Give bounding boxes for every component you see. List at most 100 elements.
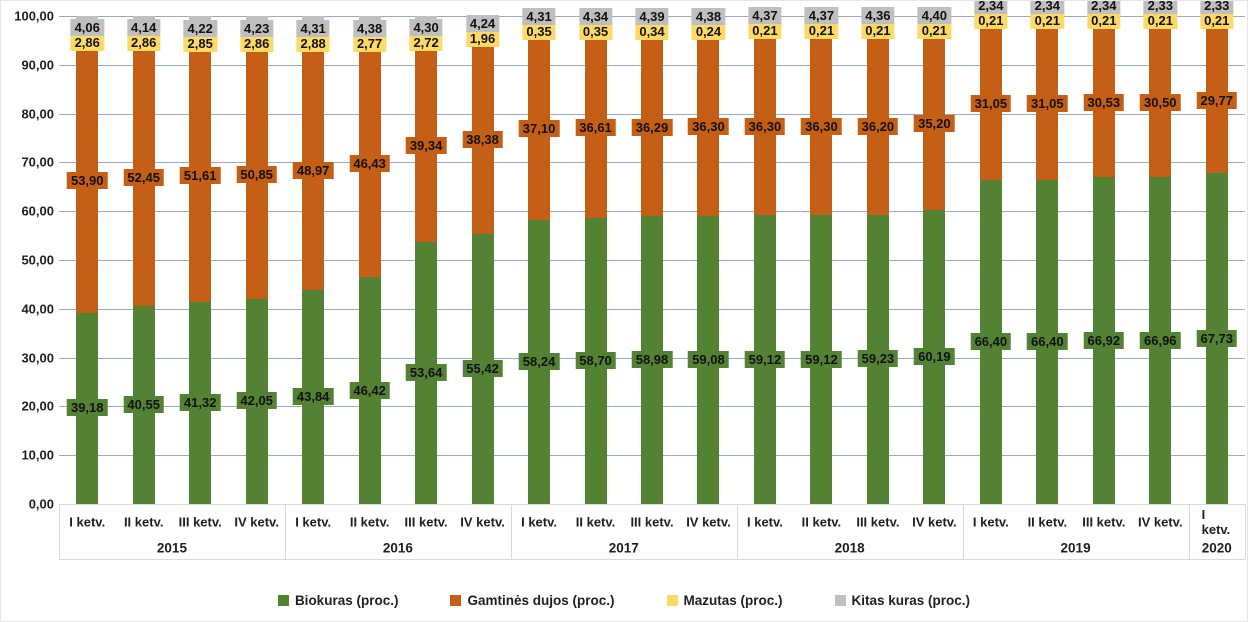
value-label-biokuras: 40,55 — [123, 396, 164, 414]
year-separator — [736, 504, 738, 559]
value-label-kitas-kuras: 2,34 — [1087, 1, 1121, 15]
y-axis-tick-label: 40,00 — [21, 301, 54, 317]
value-label-gamtines-dujos: 37,10 — [518, 120, 560, 138]
y-axis-tick-label: 10,00 — [21, 447, 54, 463]
legend-item-kitas_kuras: Kitas kuras (proc.) — [834, 593, 970, 608]
year-separator — [1188, 504, 1190, 559]
value-label-kitas-kuras: 4,31 — [296, 20, 330, 38]
x-axis-quarter-label: II ketv. — [123, 514, 164, 530]
x-axis-quarter-label: III ketv. — [630, 514, 674, 530]
x-axis-quarter-label: I ketv. — [1201, 507, 1231, 537]
value-label-gamtines-dujos: 36,20 — [857, 117, 899, 135]
y-axis-tick-label: 20,00 — [21, 398, 54, 414]
value-label-gamtines-dujos: 51,61 — [179, 167, 221, 185]
y-axis-tick-label: 70,00 — [21, 154, 54, 170]
legend-label: Mazutas (proc.) — [683, 592, 783, 608]
y-axis-tick-label: 0,00 — [28, 496, 54, 512]
legend-swatch-icon — [277, 594, 289, 606]
x-axis-quarter-label: III ketv. — [404, 514, 448, 530]
value-label-kitas-kuras: 4,30 — [409, 19, 443, 37]
x-axis-quarter-label: I ketv. — [295, 514, 332, 530]
year-separator — [1245, 504, 1246, 559]
value-label-mazutas: 0,21 — [804, 22, 839, 40]
value-label-mazutas: 0,21 — [917, 22, 952, 40]
value-label-gamtines-dujos: 29,77 — [1196, 91, 1238, 109]
x-axis-quarter-label: II ketv. — [575, 514, 616, 530]
value-label-biokuras: 59,08 — [688, 350, 729, 368]
value-label-biokuras: 58,98 — [631, 351, 673, 369]
value-label-gamtines-dujos: 36,61 — [575, 119, 616, 137]
x-axis-quarter-label: I ketv. — [746, 514, 783, 530]
value-label-gamtines-dujos: 30,50 — [1140, 93, 1181, 111]
legend-swatch-icon — [450, 594, 462, 606]
value-label-kitas-kuras: 2,33 — [1143, 1, 1177, 15]
value-label-mazutas: 0,21 — [748, 22, 782, 40]
x-axis-quarter-label: IV ketv. — [234, 514, 279, 530]
year-separator — [962, 504, 964, 559]
value-label-biokuras: 66,96 — [1140, 331, 1181, 349]
value-label-mazutas: 0,21 — [861, 22, 895, 40]
value-label-gamtines-dujos: 39,34 — [405, 137, 447, 155]
value-label-kitas-kuras: 4,38 — [691, 7, 726, 25]
value-label-biokuras: 46,42 — [349, 381, 390, 399]
x-axis-quarter-label: III ketv. — [856, 514, 900, 530]
value-label-kitas-kuras: 4,36 — [861, 7, 895, 25]
y-axis-tick-label: 100,00 — [14, 8, 54, 24]
value-label-biokuras: 67,73 — [1196, 329, 1238, 347]
value-label-kitas-kuras: 4,40 — [917, 7, 952, 25]
value-label-kitas-kuras: 4,22 — [183, 19, 217, 37]
value-label-gamtines-dujos: 35,20 — [914, 115, 955, 133]
value-label-mazutas: 2,88 — [296, 35, 330, 53]
x-axis-year-label: 2018 — [834, 540, 865, 556]
legend-item-mazutas: Mazutas (proc.) — [666, 592, 783, 608]
value-label-mazutas: 2,86 — [127, 34, 161, 52]
x-axis-quarter-label: IV ketv. — [460, 514, 505, 530]
value-label-gamtines-dujos: 36,29 — [631, 118, 673, 136]
year-separator — [510, 504, 512, 559]
x-axis-quarter-label: IV ketv. — [686, 514, 731, 530]
value-label-mazutas: 0,21 — [1087, 12, 1121, 30]
value-label-mazutas: 0,21 — [1200, 12, 1234, 30]
value-label-gamtines-dujos: 52,45 — [123, 169, 164, 187]
year-separator — [59, 504, 60, 559]
value-label-kitas-kuras: 4,39 — [635, 8, 669, 26]
value-label-kitas-kuras: 2,34 — [1030, 1, 1064, 15]
value-label-mazutas: 0,21 — [974, 12, 1008, 30]
value-label-gamtines-dujos: 36,30 — [744, 117, 786, 135]
value-label-gamtines-dujos: 46,43 — [349, 155, 390, 173]
value-label-mazutas: 0,21 — [1143, 12, 1177, 30]
axis-line — [59, 504, 1245, 505]
value-label-kitas-kuras: 4,37 — [748, 7, 782, 25]
value-label-gamtines-dujos: 50,85 — [236, 165, 277, 183]
x-axis-quarter-label: I ketv. — [521, 514, 557, 530]
value-label-biokuras: 39,18 — [66, 399, 108, 417]
value-label-kitas-kuras: 4,38 — [352, 19, 387, 37]
value-label-kitas-kuras: 4,37 — [804, 7, 839, 25]
value-label-mazutas: 0,34 — [635, 23, 669, 41]
value-label-mazutas: 0,21 — [1030, 12, 1064, 30]
value-label-biokuras: 55,42 — [462, 359, 503, 377]
x-axis-quarter-label: II ketv. — [1027, 514, 1068, 530]
legend-item-gamtines_dujos: Gamtinės dujos (proc.) — [450, 593, 615, 608]
value-label-biokuras: 41,32 — [179, 394, 221, 412]
x-axis-quarter-label: III ketv. — [178, 514, 222, 530]
value-label-biokuras: 59,12 — [801, 350, 842, 368]
x-axis-quarter-label: II ketv. — [349, 514, 390, 530]
value-label-mazutas: 2,77 — [352, 34, 387, 52]
value-label-mazutas: 2,85 — [183, 34, 217, 52]
value-label-biokuras: 58,24 — [518, 352, 560, 370]
x-axis-year-label: 2020 — [1201, 540, 1232, 556]
value-label-biokuras: 66,40 — [970, 332, 1012, 350]
value-label-kitas-kuras: 2,33 — [1200, 1, 1234, 15]
axis-band-bottom-border — [59, 559, 1245, 560]
value-label-mazutas: 0,35 — [522, 22, 556, 40]
value-label-biokuras: 59,12 — [744, 350, 786, 368]
x-axis-year-label: 2019 — [1060, 540, 1091, 556]
value-label-gamtines-dujos: 38,38 — [462, 130, 503, 148]
value-label-kitas-kuras: 4,06 — [70, 18, 104, 36]
value-label-gamtines-dujos: 36,30 — [688, 118, 729, 136]
value-label-biokuras: 66,40 — [1027, 332, 1068, 350]
value-label-biokuras: 58,70 — [575, 351, 616, 369]
x-axis-year-label: 2016 — [382, 540, 413, 556]
value-label-gamtines-dujos: 36,30 — [801, 117, 842, 135]
